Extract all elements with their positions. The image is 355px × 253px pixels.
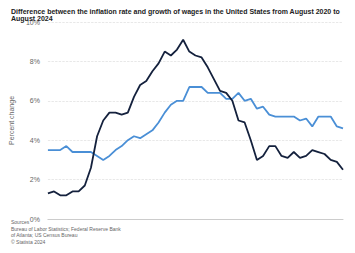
svg-text:© Statista 2024: © Statista 2024 [11, 239, 45, 245]
svg-text:6%: 6% [30, 97, 40, 104]
svg-text:Difference between the inflati: Difference between the inflation rate an… [11, 8, 342, 16]
svg-text:Bureau of Labor Statistics; Fe: Bureau of Labor Statistics; Federal Rese… [11, 226, 121, 232]
svg-text:Sources: Sources [11, 219, 30, 225]
svg-text:August 2024: August 2024 [11, 15, 53, 23]
svg-text:2%: 2% [30, 176, 40, 183]
svg-text:of Atlanta; US Census Bureau: of Atlanta; US Census Bureau [11, 232, 78, 238]
svg-text:0%: 0% [30, 216, 40, 223]
svg-text:10%: 10% [25, 18, 40, 26]
svg-text:Percent change: Percent change [8, 96, 16, 145]
svg-text:4%: 4% [30, 137, 40, 144]
svg-text:8%: 8% [30, 58, 40, 65]
